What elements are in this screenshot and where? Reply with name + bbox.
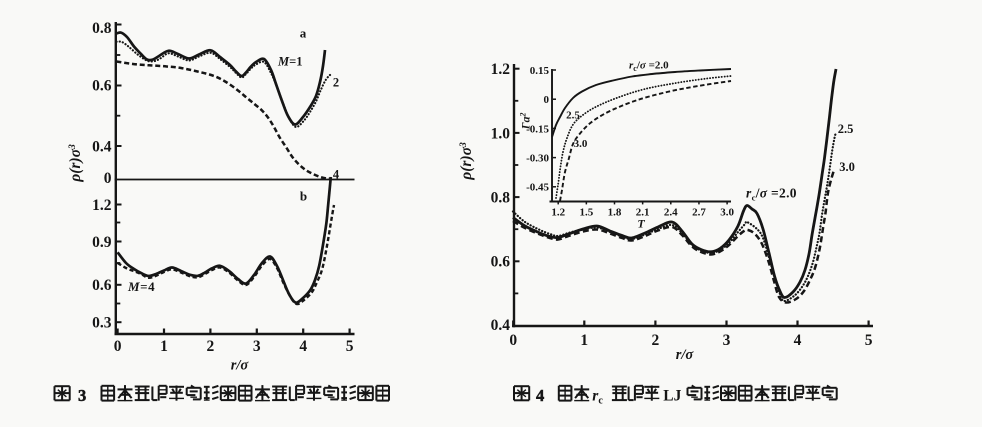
svg-text:1: 1 [160, 338, 168, 355]
svg-text:2.7: 2.7 [692, 206, 706, 218]
svg-text:-0.15: -0.15 [526, 123, 549, 135]
svg-text:1.2: 1.2 [551, 206, 565, 218]
svg-text:b: b [300, 188, 307, 203]
svg-text:3: 3 [253, 338, 261, 355]
svg-text:rc/σ =2.0: rc/σ =2.0 [746, 186, 797, 203]
svg-text:3.0: 3.0 [839, 160, 855, 174]
svg-text:1.2: 1.2 [92, 197, 112, 214]
svg-text:0.15: 0.15 [530, 65, 550, 77]
svg-text:4: 4 [794, 332, 802, 349]
svg-text:rc/σ =2.0: rc/σ =2.0 [629, 60, 669, 74]
svg-text:4: 4 [299, 338, 307, 355]
svg-text:ρ(r)σ3: ρ(r)σ3 [458, 142, 475, 181]
svg-text:1.8: 1.8 [608, 206, 622, 218]
svg-text:0.8: 0.8 [491, 190, 511, 207]
svg-text:2: 2 [652, 332, 660, 349]
svg-text:r/σ: r/σ [676, 347, 695, 363]
svg-text:3: 3 [78, 386, 86, 405]
svg-text:1.0: 1.0 [491, 125, 511, 142]
svg-text:0.8: 0.8 [92, 20, 112, 37]
svg-text:0.6: 0.6 [92, 277, 112, 294]
svg-text:-0.45: -0.45 [526, 182, 549, 194]
svg-text:0.4: 0.4 [491, 317, 511, 334]
svg-text:0: 0 [104, 170, 112, 187]
svg-text:3: 3 [723, 332, 731, 349]
svg-text:r/σ: r/σ [231, 358, 250, 374]
svg-text:a: a [300, 26, 307, 41]
svg-text:5: 5 [346, 338, 354, 355]
svg-text:2: 2 [333, 76, 339, 90]
svg-text:3.0: 3.0 [574, 138, 588, 150]
svg-text:1: 1 [580, 332, 588, 349]
svg-text:ρ(r)σ3: ρ(r)σ3 [67, 144, 84, 183]
svg-text:2: 2 [207, 338, 215, 355]
svg-text:-0.30: -0.30 [526, 153, 549, 165]
svg-text:4: 4 [333, 168, 340, 182]
svg-text:T: T [637, 217, 645, 231]
svg-text:0.3: 0.3 [92, 315, 112, 332]
svg-text:0.4: 0.4 [92, 138, 112, 155]
svg-text:2.5: 2.5 [566, 110, 580, 122]
svg-text:2.4: 2.4 [664, 206, 678, 218]
svg-text:M=1: M=1 [277, 55, 303, 69]
svg-text:2.5: 2.5 [838, 122, 854, 136]
svg-text:rc: rc [592, 388, 603, 407]
svg-text:4: 4 [536, 386, 544, 405]
svg-text:2.1: 2.1 [636, 206, 650, 218]
svg-text:0.6: 0.6 [491, 254, 511, 271]
svg-text:0: 0 [544, 94, 550, 106]
svg-text:0.9: 0.9 [92, 234, 112, 251]
svg-text:5: 5 [865, 332, 873, 349]
svg-text:0: 0 [509, 332, 517, 349]
svg-text:3.0: 3.0 [720, 206, 734, 218]
svg-text:0: 0 [114, 338, 122, 355]
svg-text:M=4: M=4 [127, 279, 155, 294]
svg-text:0.6: 0.6 [92, 77, 112, 94]
svg-text:1.5: 1.5 [579, 206, 593, 218]
svg-text:LJ: LJ [663, 388, 681, 405]
svg-text:1.2: 1.2 [491, 61, 511, 78]
svg-text:Γa2: Γa2 [518, 113, 533, 131]
